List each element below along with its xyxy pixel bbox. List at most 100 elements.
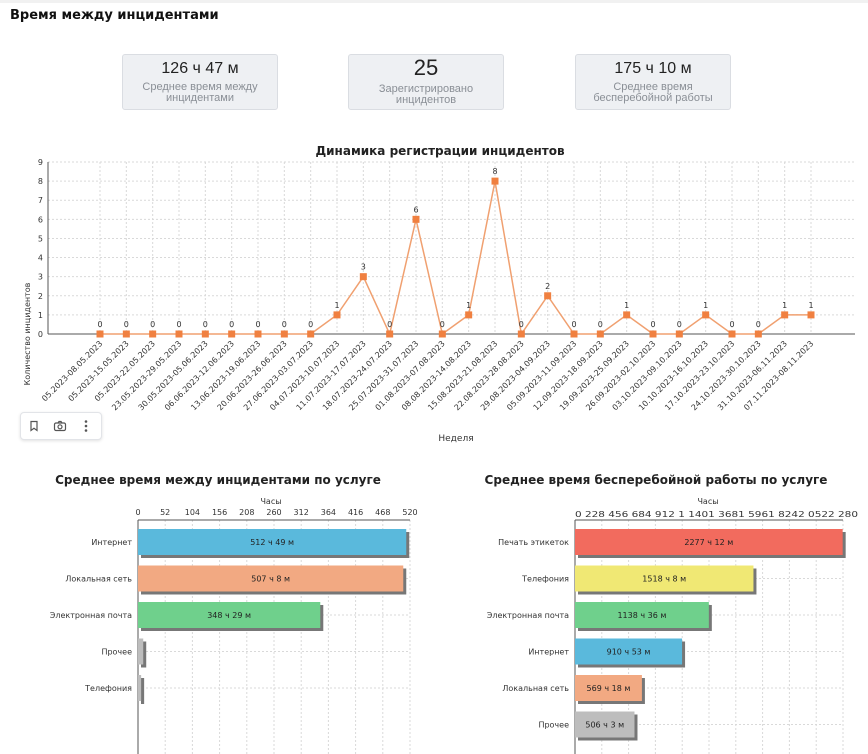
kpi-card-incident-count: 25 Зарегистрировано инцидентов <box>348 54 504 110</box>
bar[interactable] <box>575 675 642 701</box>
data-point[interactable] <box>649 330 657 338</box>
category-label: Локальная сеть <box>502 684 569 693</box>
data-point[interactable] <box>386 330 394 338</box>
bar[interactable] <box>138 529 407 555</box>
uptime-by-service-chart: Среднее время бесперебойной работы по ус… <box>485 473 858 754</box>
data-label: 1518 ч 8 м <box>642 575 686 584</box>
data-point[interactable] <box>807 311 815 319</box>
data-point[interactable] <box>623 311 631 319</box>
data-point[interactable] <box>728 330 736 338</box>
x-axis-label: Неделя <box>438 434 473 444</box>
bar[interactable] <box>138 602 321 628</box>
x-tick-label: 468 <box>375 508 390 517</box>
bar[interactable] <box>575 529 843 555</box>
data-point[interactable] <box>254 330 262 338</box>
data-label: 0 <box>519 320 524 329</box>
data-point[interactable] <box>359 273 367 281</box>
data-label: 2 <box>545 282 550 291</box>
kpi-value: 175 ч 10 м <box>614 60 692 77</box>
data-label: 512 ч 49 м <box>250 538 294 547</box>
data-label: 569 ч 18 м <box>587 684 631 693</box>
data-point[interactable] <box>228 330 236 338</box>
data-label: 0 <box>150 320 155 329</box>
bar[interactable] <box>138 638 144 665</box>
data-point[interactable] <box>596 330 604 338</box>
data-label: 0 <box>308 320 313 329</box>
data-point[interactable] <box>544 292 552 300</box>
bar[interactable] <box>575 602 709 628</box>
data-label: 3 <box>361 263 366 272</box>
data-label: 6 <box>413 205 418 214</box>
y-tick-label: 9 <box>38 158 43 167</box>
screenshot-button[interactable] <box>47 413 73 439</box>
category-label: Печать этикеток <box>498 538 569 547</box>
bar[interactable] <box>575 565 754 592</box>
data-label: 1 <box>624 301 629 310</box>
data-point[interactable] <box>201 330 209 338</box>
chart-title: Среднее время бесперебойной работы по ус… <box>485 473 828 487</box>
bar[interactable] <box>138 675 142 701</box>
y-tick-label: 6 <box>38 215 43 224</box>
data-label: 1138 ч 36 м <box>617 611 666 620</box>
bar[interactable] <box>138 565 404 592</box>
more-button[interactable] <box>73 413 99 439</box>
bar[interactable] <box>575 638 683 665</box>
y-tick-label: 8 <box>38 177 43 186</box>
data-point[interactable] <box>754 330 762 338</box>
data-point[interactable] <box>570 330 578 338</box>
data-label: 348 ч 29 м <box>207 611 251 620</box>
kpi-value: 25 <box>413 55 439 80</box>
data-label: 0 <box>729 320 734 329</box>
x-tick-label: 52 <box>160 508 170 517</box>
kpi-card-mtbi: 126 ч 47 м Среднее время между инцидента… <box>122 54 278 110</box>
data-point[interactable] <box>675 330 683 338</box>
bookmark-button[interactable] <box>21 413 47 439</box>
kpi-label: Среднее время между инцидентами <box>142 81 258 104</box>
data-point[interactable] <box>465 311 473 319</box>
data-point[interactable] <box>517 330 525 338</box>
data-label: 0 <box>756 320 761 329</box>
data-point[interactable] <box>96 330 104 338</box>
y-axis-label: Количество инцидентов <box>23 282 32 385</box>
data-point[interactable] <box>175 330 183 338</box>
data-label: 1 <box>466 301 471 310</box>
data-label: 0 <box>598 320 603 329</box>
data-point[interactable] <box>412 215 420 223</box>
category-label: Прочее <box>101 648 132 657</box>
chart-toolbar <box>20 412 102 440</box>
data-point[interactable] <box>149 330 157 338</box>
data-label: 1 <box>334 301 339 310</box>
data-label: 0 <box>282 320 287 329</box>
bookmark-icon <box>30 420 38 432</box>
data-point[interactable] <box>280 330 288 338</box>
data-label: 0 <box>650 320 655 329</box>
data-label: 0 <box>124 320 129 329</box>
category-label: Электронная почта <box>50 611 132 620</box>
data-point[interactable] <box>333 311 341 319</box>
x-tick-label: 364 <box>321 508 336 517</box>
data-point[interactable] <box>307 330 315 338</box>
data-point[interactable] <box>491 177 499 185</box>
data-label: 910 ч 53 м <box>607 648 651 657</box>
data-point[interactable] <box>702 311 710 319</box>
data-label: 0 <box>229 320 234 329</box>
data-point[interactable] <box>438 330 446 338</box>
more-vertical-icon <box>84 420 88 432</box>
data-label: 0 <box>440 320 445 329</box>
bar[interactable] <box>575 711 635 738</box>
data-point[interactable] <box>122 330 130 338</box>
category-label: Электронная почта <box>487 611 569 620</box>
category-label: Интернет <box>91 538 132 547</box>
chart-title: Среднее время между инцидентами по услуг… <box>55 473 381 487</box>
bar-shadow <box>141 641 147 668</box>
y-tick-label: 3 <box>38 273 43 282</box>
data-label: 0 <box>203 320 208 329</box>
data-label: 0 <box>571 320 576 329</box>
y-tick-label: 4 <box>38 254 43 263</box>
data-label: 0 <box>176 320 181 329</box>
data-label: 1 <box>808 301 813 310</box>
data-point[interactable] <box>781 311 789 319</box>
category-label: Телефония <box>521 575 569 584</box>
x-tick-label: 104 <box>185 508 200 517</box>
data-label: 0 <box>387 320 392 329</box>
